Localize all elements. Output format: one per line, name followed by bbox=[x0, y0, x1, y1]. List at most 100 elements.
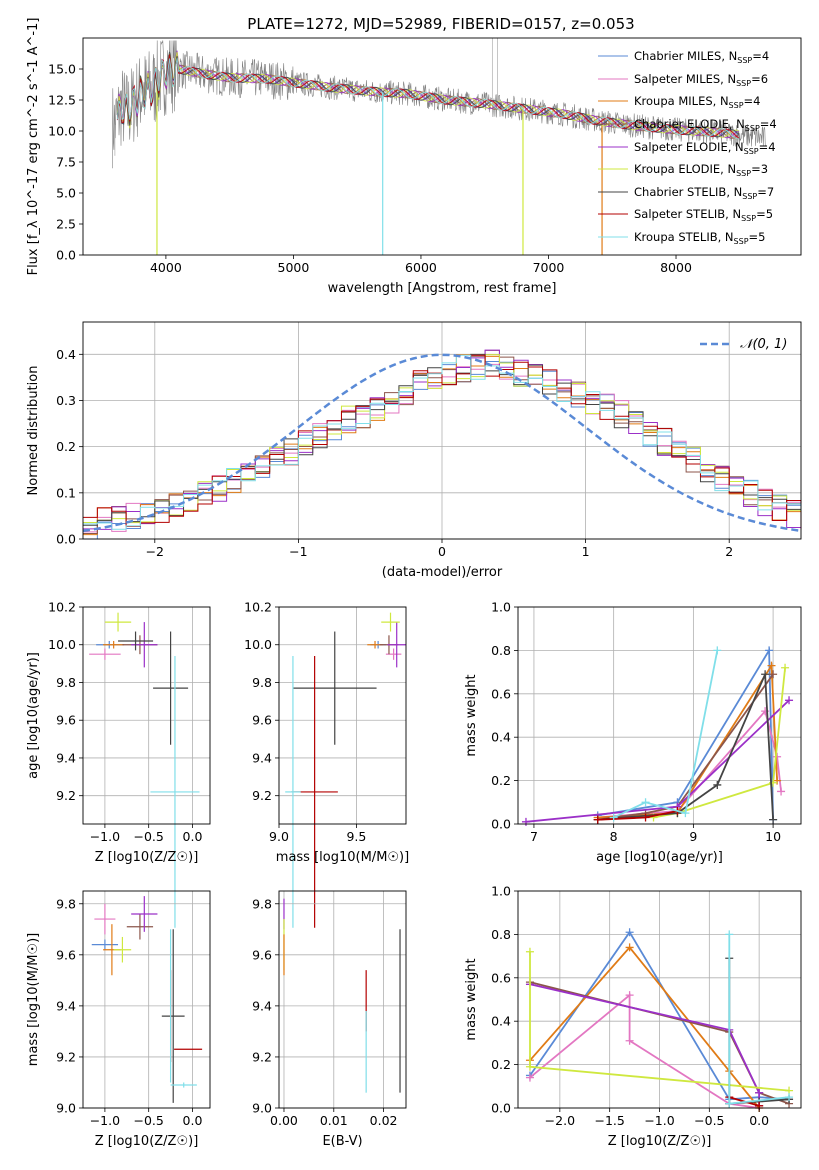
y-axis-label: mass weight bbox=[464, 958, 479, 1040]
plot-area bbox=[525, 928, 794, 1112]
legend-label: Salpeter ELODIE, NSSP=4 bbox=[634, 140, 776, 156]
weight-line bbox=[597, 673, 774, 821]
weight-marker bbox=[625, 991, 634, 1000]
y-tick-label: 12.5 bbox=[48, 93, 76, 108]
x-tick-label: −0.5 bbox=[134, 1113, 164, 1128]
x-axis-label: age [log10(age/yr)] bbox=[596, 850, 723, 865]
legend-label: Kroupa STELIB, NSSP=5 bbox=[634, 230, 765, 246]
x-tick-label: 0 bbox=[438, 544, 446, 559]
y-tick-label: 9.4 bbox=[252, 998, 272, 1013]
plot-area bbox=[285, 612, 406, 928]
weight-marker bbox=[713, 646, 722, 655]
weight-marker bbox=[781, 663, 790, 672]
observed-spectrum bbox=[112, 40, 766, 169]
y-tick-label: 10.0 bbox=[48, 124, 76, 139]
x-axis-label: E(B-V) bbox=[322, 1134, 362, 1149]
x-tick-label: −1.0 bbox=[90, 1113, 120, 1128]
x-tick-label: −0.5 bbox=[694, 1113, 724, 1128]
weight-series bbox=[525, 943, 764, 1112]
weight-series bbox=[525, 980, 764, 1110]
y-tick-label: 9.0 bbox=[252, 1101, 272, 1116]
weight-marker bbox=[769, 815, 778, 824]
x-tick-label: 4000 bbox=[150, 260, 182, 275]
plot-area bbox=[283, 898, 401, 1093]
legend-label: Chabrier MILES, NSSP=4 bbox=[634, 49, 769, 65]
weight-marker bbox=[767, 661, 776, 670]
weight-marker bbox=[725, 1099, 734, 1108]
x-axis-label: wavelength [Angstrom, rest frame] bbox=[328, 281, 557, 296]
y-axis-label: Flux [f_λ 10^-17 erg cm^-2 s^-1 A^-1] bbox=[26, 18, 41, 276]
model-spectrum bbox=[116, 51, 740, 138]
grid bbox=[83, 891, 210, 1109]
plot-area bbox=[521, 646, 794, 826]
x-tick-label: 0.01 bbox=[320, 1113, 348, 1128]
y-tick-label: 1.0 bbox=[491, 884, 511, 899]
legend-label: Kroupa ELODIE, NSSP=3 bbox=[634, 162, 768, 178]
residuals-panel: −2 −1 0 1 2 0.0 0.1 0.2 0.3 0.4 (data-model)/error… bbox=[26, 321, 802, 580]
grid bbox=[518, 890, 801, 1109]
weight-marker bbox=[625, 943, 634, 952]
y-tick-label: 9.4 bbox=[252, 750, 272, 765]
spectrum-legend: Chabrier MILES, NSSP=4 Salpeter MILES, N… bbox=[598, 49, 777, 246]
z-weight-panel: −2.0 −1.5 −1.0 −0.5 0.0 0.0 0.2 0.4 0.6 0.8 1.0 Z [… bbox=[464, 884, 802, 1149]
x-axis-label: Z [log10(Z/Z☉)] bbox=[608, 1134, 712, 1149]
weight-series bbox=[593, 646, 778, 824]
y-tick-label: 9.2 bbox=[252, 1049, 272, 1064]
x-tick-label: −1.0 bbox=[90, 829, 120, 844]
x-axis-label: Z [log10(Z/Z☉)] bbox=[95, 850, 199, 865]
ebv-mass-panel: 0.00 0.01 0.02 9.0 9.2 9.4 9.6 9.8 E(B-V) bbox=[252, 890, 407, 1149]
weight-marker bbox=[681, 809, 690, 818]
errorbar-point bbox=[170, 1082, 197, 1088]
axes-frame bbox=[517, 606, 802, 825]
x-tick-label: 0.0 bbox=[183, 829, 203, 844]
weight-marker bbox=[525, 1073, 534, 1082]
weight-line bbox=[529, 946, 760, 1109]
weight-line bbox=[597, 662, 778, 819]
weight-marker bbox=[785, 1093, 794, 1102]
errorbar-point bbox=[94, 903, 116, 935]
x-tick-label: −2 bbox=[146, 544, 164, 559]
errorbar-point bbox=[126, 913, 154, 940]
weight-marker bbox=[609, 813, 618, 822]
legend-label: Salpeter STELIB, NSSP=5 bbox=[634, 207, 773, 223]
y-tick-label: 9.8 bbox=[56, 675, 76, 690]
x-tick-label: 5000 bbox=[278, 260, 310, 275]
errorbar-point bbox=[104, 612, 132, 632]
y-tick-label: 15.0 bbox=[48, 62, 76, 77]
y-tick-label: 0.8 bbox=[491, 643, 511, 658]
plot-area bbox=[91, 896, 203, 1103]
x-tick-label: 2 bbox=[725, 544, 733, 559]
y-tick-label: 2.5 bbox=[56, 217, 76, 232]
weight-marker bbox=[773, 752, 782, 761]
grid bbox=[83, 322, 801, 540]
errorbar-point bbox=[150, 656, 200, 928]
axes-frame bbox=[278, 890, 407, 1109]
errorbar-point bbox=[103, 640, 125, 649]
errorbar-point bbox=[131, 896, 158, 932]
y-tick-label: 0.2 bbox=[491, 1057, 511, 1072]
y-tick-label: 0.4 bbox=[56, 347, 76, 362]
x-tick-label: 0.0 bbox=[749, 1113, 769, 1128]
y-tick-label: 0.6 bbox=[491, 686, 511, 701]
y-tick-label: 5.0 bbox=[56, 186, 76, 201]
weight-series bbox=[525, 991, 764, 1112]
legend-entry: Salpeter MILES, NSSP=6 bbox=[598, 72, 768, 88]
y-tick-label: 1.0 bbox=[491, 600, 511, 615]
weight-marker bbox=[777, 787, 786, 796]
x-tick-label: 0.0 bbox=[183, 1113, 203, 1128]
y-tick-label: 0.6 bbox=[491, 970, 511, 985]
errorbar-point bbox=[118, 631, 154, 651]
errorbar-point bbox=[161, 929, 185, 1103]
errorbar-point bbox=[292, 631, 377, 745]
x-tick-label: 9 bbox=[689, 829, 697, 844]
legend-label: Chabrier STELIB, NSSP=7 bbox=[634, 185, 774, 201]
plot-area bbox=[112, 38, 766, 255]
y-tick-label: 0.4 bbox=[491, 730, 511, 745]
weight-line bbox=[653, 667, 786, 819]
z-mass-panel: −1.0 −0.5 0.0 9.0 9.2 9.4 9.6 9.8 Z [log10(Z/Z☉)… bbox=[26, 890, 211, 1149]
y-tick-label: 0.0 bbox=[56, 532, 76, 547]
x-tick-label: −1 bbox=[289, 544, 307, 559]
x-tick-label: 1 bbox=[582, 544, 590, 559]
y-tick-label: 9.8 bbox=[252, 675, 272, 690]
weight-marker bbox=[525, 1062, 534, 1071]
